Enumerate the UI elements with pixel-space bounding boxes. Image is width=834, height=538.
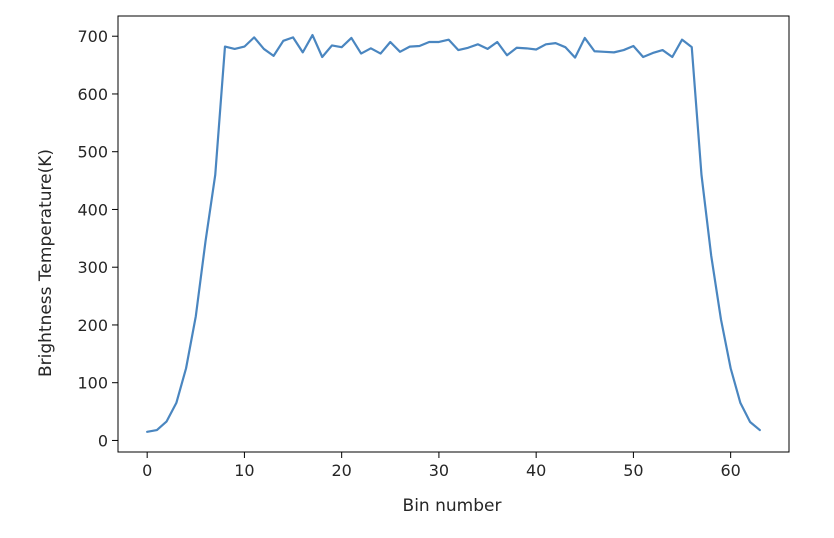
y-tick-label: 200: [77, 316, 108, 335]
y-tick-label: 400: [77, 200, 108, 219]
y-tick-label: 0: [98, 431, 108, 450]
x-tick-label: 30: [429, 461, 449, 480]
y-tick-label: 100: [77, 374, 108, 393]
y-axis-label: Brightness Temperature(K): [36, 149, 56, 377]
series-line: [146, 33, 761, 433]
x-tick-label: 10: [234, 461, 254, 480]
x-tick-label: 20: [331, 461, 351, 480]
x-tick-label: 60: [720, 461, 740, 480]
y-tick-label: 300: [77, 258, 108, 277]
plot-area-frame: [117, 15, 790, 453]
x-tick-label: 50: [623, 461, 643, 480]
y-tick-label: 700: [77, 27, 108, 46]
y-tick-label: 600: [77, 85, 108, 104]
x-tick-label: 0: [142, 461, 152, 480]
x-tick-label: 40: [526, 461, 546, 480]
x-axis-label: Bin number: [403, 496, 502, 516]
y-tick-label: 500: [77, 143, 108, 162]
